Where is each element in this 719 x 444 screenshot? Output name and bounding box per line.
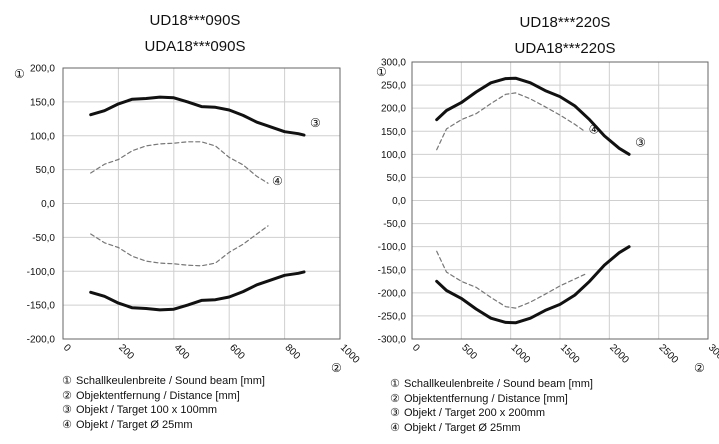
legend-item: ③ Objekt / Target 200 x 200mm — [390, 406, 593, 421]
legend-text: Objekt / Target 200 x 200mm — [404, 407, 546, 419]
legend-text: Objekt / Target 100 x 100mm — [76, 404, 218, 416]
legend-item: ④ Objekt / Target Ø 25mm — [62, 418, 265, 433]
y-tick-label: 200,0 — [381, 104, 406, 115]
y-tick-label: 150,0 — [30, 97, 55, 108]
series-line-lower — [435, 245, 631, 325]
legend-item: ② Objektentfernung / Distance [mm] — [62, 389, 265, 404]
chart-title-line1: UD18***090S — [149, 12, 241, 29]
legend-number: ④ — [390, 420, 400, 434]
series-line-upper — [89, 95, 306, 137]
y-tick-label: -100,0 — [378, 242, 407, 253]
legend-text: Objekt / Target Ø 25mm — [404, 421, 521, 434]
x-tick-label: 2000 — [607, 342, 631, 366]
legend-item: ③ Objekt / Target 100 x 100mm — [62, 403, 265, 418]
legend-number: ② — [390, 391, 400, 405]
y-tick-label: 100,0 — [30, 131, 55, 142]
y-axis-marker: ① — [14, 67, 25, 81]
x-tick-label: 2500 — [657, 342, 681, 366]
legend-number: ① — [62, 374, 72, 387]
y-tick-label: 0,0 — [41, 199, 55, 210]
series-line-upper — [436, 92, 586, 151]
legend-item: ① Schallkeulenbreite / Sound beam [mm] — [62, 374, 265, 389]
y-tick-label: 300,0 — [381, 58, 406, 69]
y-tick-label: 250,0 — [381, 81, 406, 92]
series-line-upper — [435, 76, 631, 156]
y-tick-label: -200,0 — [378, 288, 407, 299]
legend-number: ④ — [62, 417, 72, 431]
series-line-lower — [90, 225, 269, 267]
y-tick-label: -50,0 — [383, 219, 406, 230]
y-tick-label: 100,0 — [381, 150, 406, 161]
y-tick-label: 150,0 — [381, 127, 406, 138]
legend-number: ① — [390, 377, 400, 390]
plot-frame — [411, 61, 709, 340]
series-marker: ③ — [310, 116, 321, 130]
series-line-lower — [89, 270, 306, 312]
series-line-lower — [436, 250, 586, 309]
y-tick-label: 200,0 — [30, 64, 55, 75]
x-tick-label: 1000 — [509, 342, 533, 366]
y-tick-label: -150,0 — [378, 265, 407, 276]
chart-title-line2: UDA18***220S — [514, 40, 616, 57]
plot-frame — [62, 67, 341, 340]
legend-item: ① Schallkeulenbreite / Sound beam [mm] — [390, 377, 593, 392]
x-axis-marker: ② — [694, 361, 705, 375]
legend-text: Objektentfernung / Distance [mm] — [404, 392, 568, 405]
series-marker: ③ — [635, 135, 646, 149]
y-tick-label: -150,0 — [27, 301, 56, 312]
legend-number: ③ — [390, 406, 400, 419]
legend-item: ② Objektentfernung / Distance [mm] — [390, 392, 593, 407]
series-marker: ④ — [589, 122, 600, 136]
x-tick-label: 0 — [410, 342, 422, 354]
x-tick-label: 1500 — [558, 342, 582, 366]
chart-right-legend: ① Schallkeulenbreite / Sound beam [mm] ② Ob… — [390, 377, 593, 435]
y-tick-label: 0,0 — [392, 196, 406, 207]
chart-title-line2: UDA18***090S — [144, 38, 246, 55]
y-tick-label: 50,0 — [387, 173, 407, 184]
legend-text: Schallkeulenbreite / Sound beam [mm] — [404, 378, 593, 390]
y-tick-label: -300,0 — [378, 335, 407, 346]
series-line-upper — [90, 141, 269, 184]
legend-text: Objekt / Target Ø 25mm — [76, 418, 193, 431]
y-tick-label: 50,0 — [36, 165, 56, 176]
x-tick-label: 500 — [459, 342, 479, 362]
legend-text: Schallkeulenbreite / Sound beam [mm] — [76, 375, 265, 387]
y-tick-label: -50,0 — [32, 233, 55, 244]
y-tick-label: -250,0 — [378, 311, 407, 322]
legend-item: ④ Objekt / Target Ø 25mm — [390, 421, 593, 436]
series-marker: ④ — [272, 174, 283, 188]
legend-number: ③ — [62, 403, 72, 416]
legend-number: ② — [62, 388, 72, 402]
x-axis-marker: ② — [331, 361, 342, 375]
chart-title-line1: UD18***220S — [519, 14, 611, 31]
chart-left-legend: ① Schallkeulenbreite / Sound beam [mm] ② Ob… — [62, 374, 265, 432]
legend-text: Objektentfernung / Distance [mm] — [76, 389, 240, 402]
y-tick-label: -200,0 — [27, 335, 56, 346]
y-axis-marker: ① — [376, 65, 387, 79]
y-tick-label: -100,0 — [27, 267, 56, 278]
x-tick-label: 3000 — [706, 342, 719, 366]
